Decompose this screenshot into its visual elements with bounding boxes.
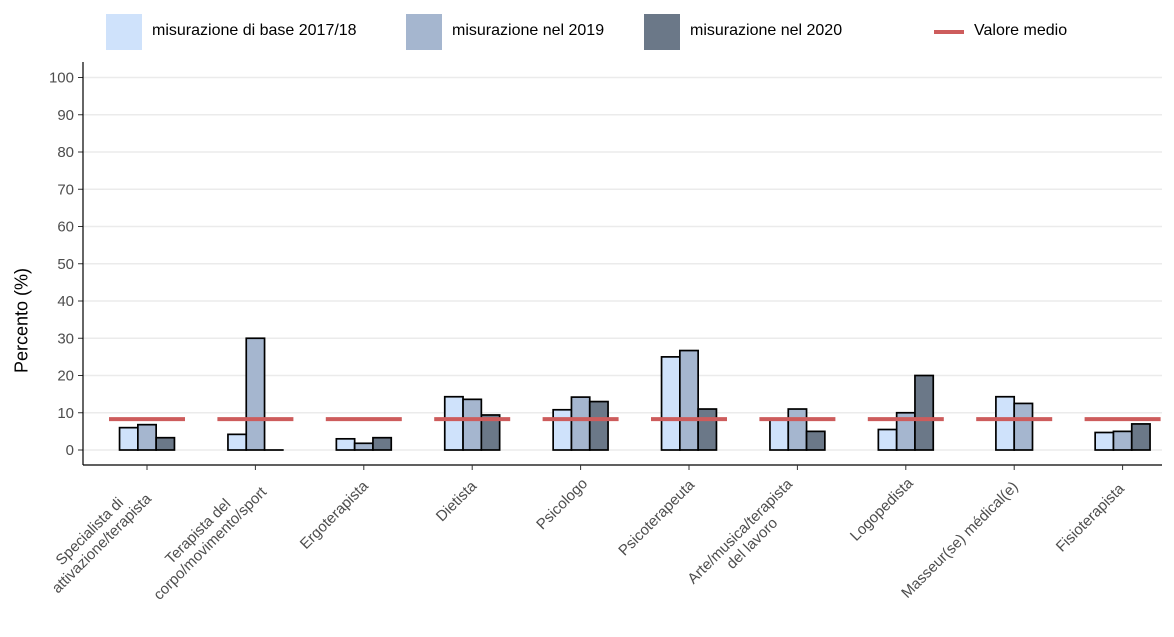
bar-baseline-1: [118, 426, 139, 451]
bar-baseline-6: [660, 356, 681, 451]
bar-baseline-3: [335, 437, 356, 451]
y-tick-label: 100: [49, 70, 74, 87]
bar-2020-7: [805, 430, 826, 451]
x-tick-label-line: Psicoterapeuta: [615, 476, 698, 559]
bar-2019-2: [245, 337, 266, 451]
bar-2019-5: [570, 396, 591, 451]
bar-baseline-4: [443, 395, 464, 451]
x-tick-label: Masseur(se) médical(e): [898, 478, 1021, 601]
bar-2020-8: [914, 374, 935, 451]
bar-baseline-2: [227, 433, 248, 451]
bar-baseline-7: [769, 418, 790, 451]
bar-2019-4: [462, 398, 483, 451]
bar-2020-1: [155, 436, 176, 451]
bar-2020-6: [697, 408, 718, 451]
x-tick-label: Dietista: [433, 477, 481, 525]
legend-swatch-2020: [644, 14, 680, 50]
legend-swatch-2019: [406, 14, 442, 50]
legend-label-2020: misurazione nel 2020: [690, 22, 843, 39]
bar-2020-5: [588, 400, 609, 451]
legend-label-2019: misurazione nel 2019: [452, 22, 605, 39]
y-tick-label: 70: [57, 181, 74, 198]
y-tick-label: 90: [57, 107, 74, 124]
legend-label-mean: Valore medio: [974, 22, 1068, 39]
bar-baseline-10: [1094, 431, 1115, 451]
x-tick-label-line: corpo/movimento/sport: [150, 483, 270, 603]
bar-2019-7: [787, 408, 808, 451]
bar-baseline-8: [877, 428, 898, 451]
x-tick-label-line: Masseur(se) médical(e): [898, 478, 1021, 601]
x-tick-label: Logopedista: [847, 474, 917, 544]
y-tick-label: 10: [57, 405, 74, 422]
legend-label-baseline: misurazione di base 2017/18: [152, 22, 357, 39]
legend-line-mean: [934, 30, 964, 34]
x-tick-label-line: Arte/musica/terapista: [684, 475, 796, 587]
legend-swatch-baseline: [106, 14, 142, 50]
x-tick-label-line: Ergoterapista: [297, 477, 373, 553]
x-tick-label-line: Logopedista: [847, 474, 917, 544]
bar-2020-10: [1130, 423, 1151, 451]
x-tick-label: Specialista diattivazione/terapista: [37, 478, 156, 597]
x-tick-label: Fisioterapista: [1053, 480, 1129, 556]
x-tick-label: Psicoterapeuta: [615, 476, 698, 559]
y-tick-label: 50: [57, 256, 74, 273]
bar-2019-9: [1013, 402, 1034, 451]
bar-2020-4: [480, 414, 501, 451]
y-tick-label: 20: [57, 368, 74, 385]
y-tick-label: 30: [57, 330, 74, 347]
y-tick-label: 0: [66, 442, 74, 459]
bar-2019-10: [1112, 430, 1133, 451]
bar-2020-3: [372, 436, 393, 451]
x-tick-label: Ergoterapista: [297, 477, 373, 553]
x-tick-label-line: Dietista: [433, 477, 481, 525]
bar-2019-1: [137, 423, 158, 451]
x-tick-label: Terapista delcorpo/movimento/sport: [138, 471, 271, 604]
y-tick-label: 40: [57, 293, 74, 310]
y-tick-label: 80: [57, 144, 74, 161]
bar-baseline-9: [995, 395, 1016, 451]
x-tick-label-line: Psicologo: [533, 475, 591, 533]
bar-baseline-5: [552, 408, 573, 451]
x-tick-label: Psicologo: [533, 475, 591, 533]
x-tick-label: Arte/musica/terapistadel lavoro: [684, 475, 808, 599]
y-tick-label: 60: [57, 219, 74, 236]
x-tick-label-line: Fisioterapista: [1053, 480, 1129, 556]
bar-2019-6: [678, 349, 699, 451]
bar-2019-3: [353, 442, 374, 451]
